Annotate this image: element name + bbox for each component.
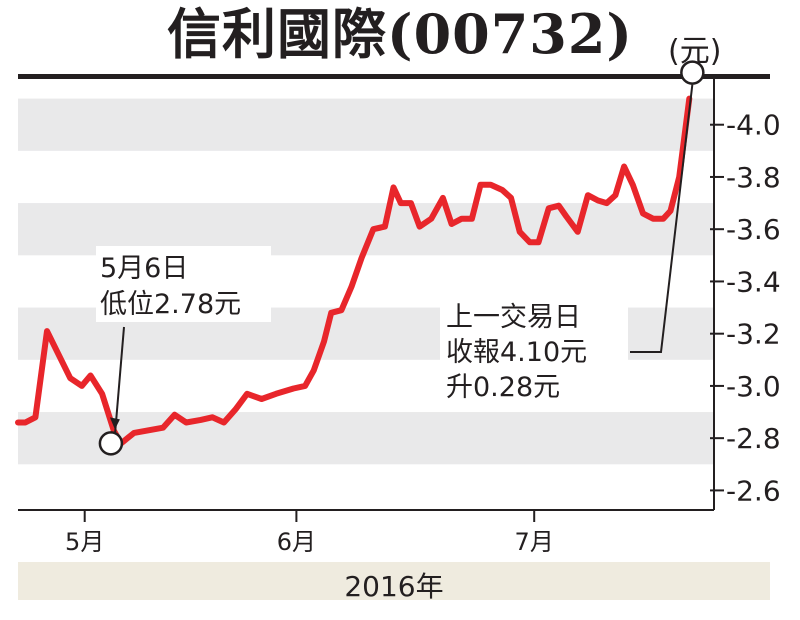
plot-top-rule (18, 74, 770, 79)
y-tick-label: -4.0 (726, 109, 781, 142)
x-tick-label: 7月 (515, 528, 554, 556)
last-close-point-marker (680, 60, 705, 85)
year-band: 2016年 (18, 562, 770, 603)
x-ticks: 5月 6月 7月 (65, 510, 554, 556)
low-annotation-arrowhead (109, 417, 120, 430)
low-point-marker (98, 431, 124, 456)
last-close-label-box (440, 296, 628, 408)
last-close-annotation: 上一交易日 收報4.10元 升0.28元 (440, 60, 705, 408)
y-tick-label: -2.6 (726, 474, 781, 507)
grid-band (18, 98, 714, 151)
x-tick-label: 5月 (65, 528, 104, 556)
y-tick-label: -2.8 (726, 422, 781, 455)
last-close-label-change: 升0.28元 (446, 372, 560, 403)
low-label-price: 低位2.78元 (100, 289, 241, 320)
low-label-date: 5月6日 (100, 253, 188, 284)
y-tick-label: -3.0 (726, 370, 781, 403)
grid-band (18, 412, 714, 465)
y-tick-label: -3.2 (726, 318, 781, 351)
y-tick-label: -3.8 (726, 161, 781, 194)
low-label-box (96, 246, 271, 322)
chart-title: 信利國際(00732) (167, 2, 633, 66)
price-series-line (15, 95, 693, 447)
y-tick-label: -3.4 (726, 265, 781, 298)
y-tick-label: -3.6 (726, 213, 781, 246)
last-close-label-title: 上一交易日 (446, 302, 581, 333)
x-tick-label: 6月 (277, 528, 316, 556)
year-label: 2016年 (344, 570, 444, 603)
low-annotation: 5月6日 低位2.78元 (96, 246, 271, 456)
last-close-label-price: 收報4.10元 (446, 337, 587, 368)
low-annotation-leader (113, 326, 125, 436)
y-ticks: -2.6 -2.8 -3.0 -3.2 -3.4 -3.6 -3.8 -4.0 (710, 109, 781, 507)
last-close-annotation-leader (630, 84, 694, 353)
